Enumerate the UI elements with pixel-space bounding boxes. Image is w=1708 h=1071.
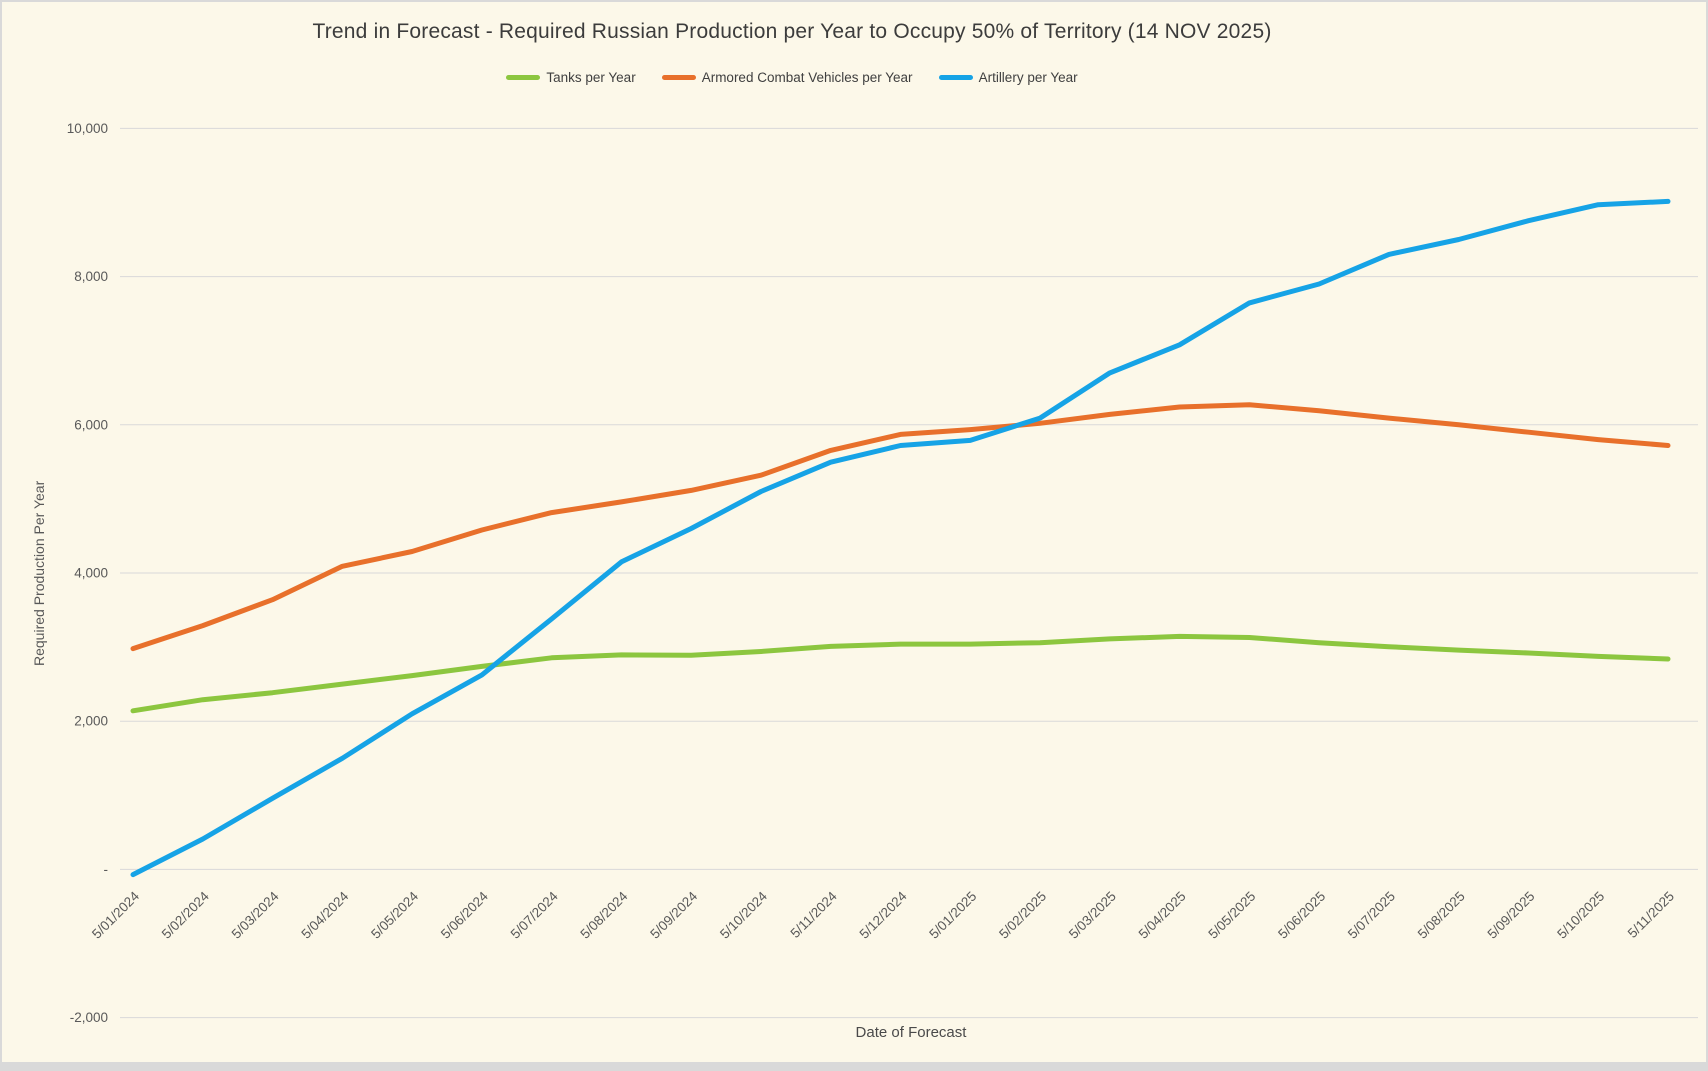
y-tick-label: 6,000 — [74, 417, 108, 432]
series-line-artillery-per-year — [130, 198, 1671, 878]
chart-title: Trend in Forecast - Required Russian Pro… — [312, 20, 1272, 43]
bottom-edge-band — [0, 1062, 1708, 1071]
x-tick-label: 5/01/2024 — [89, 888, 142, 941]
y-tick-label: 10,000 — [67, 121, 108, 136]
x-tick-label: 5/06/2025 — [1275, 889, 1328, 942]
x-tick-label: 5/04/2025 — [1136, 889, 1189, 942]
legend-swatch-armored-combat-vehicles-per-year — [661, 75, 696, 80]
x-tick-label: 5/08/2025 — [1415, 889, 1468, 942]
legend-label-tanks-per-year: Tanks per Year — [546, 70, 636, 85]
y-tick-label: 8,000 — [74, 269, 108, 284]
x-tick-label: 5/07/2024 — [508, 888, 561, 941]
x-tick-label: 5/10/2024 — [717, 888, 770, 941]
legend-item-artillery-per-year: Artillery per Year — [938, 70, 1078, 85]
x-tick-label: 5/01/2025 — [926, 889, 979, 942]
legend-item-armored-combat-vehicles-per-year: Armored Combat Vehicles per Year — [661, 70, 913, 85]
x-tick-label: 5/03/2025 — [1066, 889, 1119, 942]
x-tick-label: 5/04/2024 — [298, 888, 351, 941]
legend-swatch-artillery-per-year — [938, 75, 973, 80]
x-tick-label: 5/12/2024 — [857, 888, 910, 941]
legend-item-tanks-per-year: Tanks per Year — [506, 70, 636, 85]
x-tick-label: 5/05/2024 — [368, 888, 421, 941]
series-line-tanks-per-year — [130, 633, 1671, 714]
y-tick-label: -2,000 — [70, 1010, 108, 1025]
x-tick-label: 5/07/2025 — [1345, 889, 1398, 942]
x-tick-label: 5/10/2025 — [1554, 889, 1607, 942]
x-tick-label: 5/05/2025 — [1205, 889, 1258, 942]
legend-swatch-tanks-per-year — [506, 75, 541, 80]
x-tick-label: 5/11/2025 — [1625, 889, 1677, 941]
y-tick-label: 2,000 — [74, 714, 108, 729]
y-tick-label: - — [104, 862, 109, 877]
x-tick-label: 5/11/2024 — [787, 888, 840, 941]
legend-label-armored-combat-vehicles-per-year: Armored Combat Vehicles per Year — [701, 70, 913, 85]
x-tick-label: 5/09/2025 — [1484, 889, 1537, 942]
x-tick-label: 5/08/2024 — [577, 888, 630, 941]
chart-legend: Tanks per Year Armored Combat Vehicles pe… — [2, 70, 1582, 85]
x-tick-label: 5/02/2025 — [996, 889, 1049, 942]
x-tick-label: 5/02/2024 — [159, 888, 212, 941]
x-axis-title: Date of Forecast — [855, 1024, 967, 1041]
legend-label-artillery-per-year: Artillery per Year — [978, 70, 1078, 85]
series-line-armored-combat-vehicles-per-year — [130, 402, 1671, 652]
y-tick-label: 4,000 — [74, 566, 108, 581]
x-tick-label: 5/06/2024 — [438, 888, 491, 941]
x-tick-label: 5/09/2024 — [647, 888, 700, 941]
x-tick-label: 5/03/2024 — [229, 888, 282, 941]
